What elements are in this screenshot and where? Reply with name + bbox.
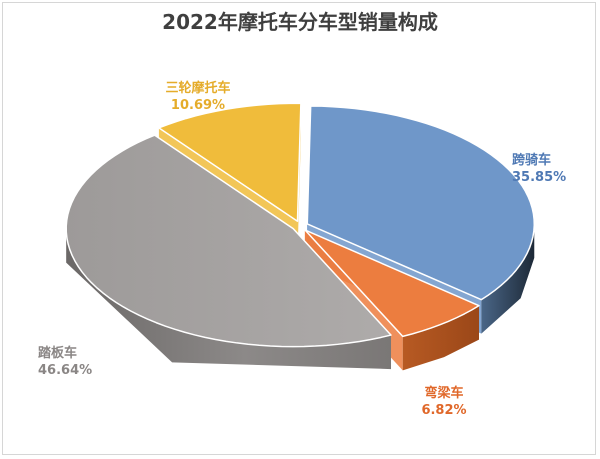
label-wanliangche-name: 弯梁车 (424, 386, 464, 401)
label-sanlunmotuoche-value: 10.69% (170, 98, 226, 113)
slice-sanlunmotuoche (158, 102, 302, 223)
label-tabanche: 踏板车 46.64% (38, 345, 92, 379)
label-kuaqiche: 跨骑车 35.85% (512, 152, 566, 186)
label-wanliangche: 弯梁车 6.82% (410, 385, 478, 419)
label-tabanche-value: 46.64% (38, 363, 93, 378)
label-sanlunmotuoche: 三轮摩托车 10.69% (150, 80, 246, 114)
slice-tabanche (65, 134, 392, 348)
slice-wanliangche-side (402, 305, 479, 371)
label-tabanche-name: 踏板车 (38, 346, 78, 361)
slice-wanliangche (304, 229, 480, 338)
slice-tabanche-side (66, 228, 392, 370)
chart-title: 2022年摩托车分车型销量构成 (162, 10, 438, 34)
label-kuaqiche-value: 35.85% (512, 170, 567, 185)
label-kuaqiche-name: 跨骑车 (512, 153, 552, 168)
slice-kuaqiche (306, 105, 536, 301)
label-wanliangche-value: 6.82% (421, 403, 467, 418)
label-sanlunmotuoche-name: 三轮摩托车 (165, 81, 231, 96)
slice-kuaqiche-side (481, 223, 535, 334)
